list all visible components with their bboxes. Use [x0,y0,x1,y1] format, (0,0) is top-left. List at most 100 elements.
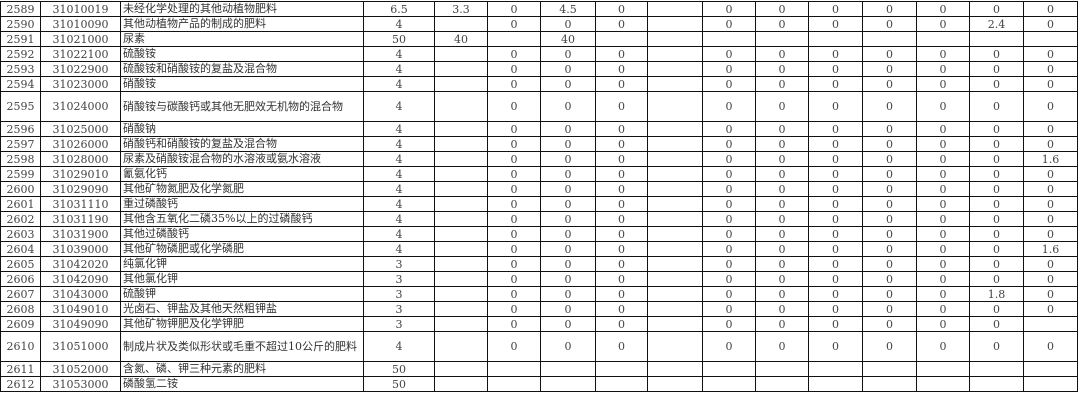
rate-cell: 0 [595,91,648,122]
hs-code-cell: 31010090 [40,16,121,32]
rate-cell: 0 [487,136,541,152]
rate-cell: 0 [862,46,917,62]
row-number-cell: 2593 [0,61,41,77]
product-name-cell: 其他矿物磷肥或化学磷肥 [120,241,364,257]
rate-cell: 0 [595,181,648,197]
rate-cell [434,91,488,122]
product-name-cell: 尿素及硝酸铵混合物的水溶液或氨水溶液 [120,151,364,167]
row-number-cell: 2605 [0,256,41,272]
table-row: 2604 31039000 其他矿物磷肥或化学磷肥 4 0 0 0 0 0 0 0 0 0 1.6 [0,241,1078,257]
rate-cell: 0 [862,181,917,197]
rate-cell: 0 [595,16,648,32]
rate-cell: 0 [755,181,809,197]
rate-cell [647,256,703,272]
rate-cell [595,361,648,377]
table-row: 2596 31025000 硝酸钠 4 0 0 0 0 0 0 0 0 0 0 [0,121,1078,137]
rate-cell [595,31,648,47]
rate-cell: 0 [969,316,1024,332]
rate-cell: 0 [595,226,648,242]
hs-code-cell: 31042020 [40,256,121,272]
rate-cell: 0 [595,301,648,317]
rate-cell: 0 [808,1,863,17]
rate-cell [434,16,488,32]
rate-cell: 0 [862,16,917,32]
row-number-cell: 2596 [0,121,41,137]
product-name-cell: 光卤石、钾盐及其他天然粗钾盐 [120,301,364,317]
rate-cell: 4 [363,181,435,197]
product-name-cell: 制成片状及类似形状或毛重不超过10公斤的肥料 [120,331,364,362]
rate-cell [434,271,488,287]
row-number-cell: 2590 [0,16,41,32]
rate-cell: 0 [916,286,970,302]
rate-cell: 0 [862,76,917,92]
rate-cell: 0 [808,91,863,122]
rate-cell: 0 [540,46,596,62]
rate-cell [647,286,703,302]
rate-cell: 0 [487,121,541,137]
rate-cell: 0 [862,256,917,272]
rate-cell [434,316,488,332]
product-name-cell: 重过磷酸钙 [120,196,364,212]
rate-cell: 0 [808,46,863,62]
rate-cell [647,16,703,32]
rate-cell: 0 [755,241,809,257]
rate-cell: 0 [1023,61,1078,77]
rate-cell: 1.6 [1023,151,1078,167]
rate-cell: 0 [808,226,863,242]
rate-cell: 1.6 [1023,241,1078,257]
rate-cell: 0 [755,316,809,332]
rate-cell: 0 [808,181,863,197]
rate-cell [916,361,970,377]
rate-cell: 0 [487,226,541,242]
rate-cell [808,31,863,47]
table-row: 2600 31029090 其他矿物氮肥及化学氮肥 4 0 0 0 0 0 0 0 0 0 0 [0,181,1078,197]
rate-cell: 0 [702,151,756,167]
product-name-cell: 其他过磷酸钙 [120,226,364,242]
hs-code-cell: 31023000 [40,76,121,92]
rate-cell: 0 [862,151,917,167]
rate-cell: 0 [862,271,917,287]
rate-cell [647,226,703,242]
rate-cell: 0 [862,1,917,17]
row-number-cell: 2600 [0,181,41,197]
rate-cell [647,361,703,377]
rate-cell: 0 [808,301,863,317]
rate-cell: 0 [755,271,809,287]
rate-cell: 0 [755,226,809,242]
row-number-cell: 2599 [0,166,41,182]
rate-cell: 0 [1023,301,1078,317]
rate-cell [647,151,703,167]
rate-cell: 0 [969,211,1024,227]
rate-cell [434,211,488,227]
rate-cell [434,151,488,167]
rate-cell [434,241,488,257]
rate-cell [1023,316,1078,332]
table-row: 2610 31051000 制成片状及类似形状或毛重不超过10公斤的肥料 4 0 0 0 0 0… [0,331,1078,362]
rate-cell: 0 [969,196,1024,212]
rate-cell: 0 [487,301,541,317]
row-number-cell: 2611 [0,361,41,377]
rate-cell: 0 [862,166,917,182]
rate-cell: 0 [916,46,970,62]
rate-cell [434,376,488,392]
rate-cell: 0 [540,331,596,362]
rate-cell: 0 [916,121,970,137]
rate-cell: 0 [969,46,1024,62]
row-number-cell: 2595 [0,91,41,122]
rate-cell: 6.5 [363,1,435,17]
hs-code-cell: 31042090 [40,271,121,287]
rate-cell: 0 [487,286,541,302]
rate-cell: 0 [808,241,863,257]
rate-cell [647,301,703,317]
rate-cell: 0 [702,271,756,287]
hs-code-cell: 31051000 [40,331,121,362]
product-name-cell: 硝酸铵 [120,76,364,92]
rate-cell: 0 [595,211,648,227]
rate-cell: 0 [487,1,541,17]
hs-code-cell: 31053000 [40,376,121,392]
rate-cell [808,376,863,392]
rate-cell [647,61,703,77]
hs-code-cell: 31022100 [40,46,121,62]
rate-cell: 0 [595,256,648,272]
rate-cell: 0 [969,256,1024,272]
